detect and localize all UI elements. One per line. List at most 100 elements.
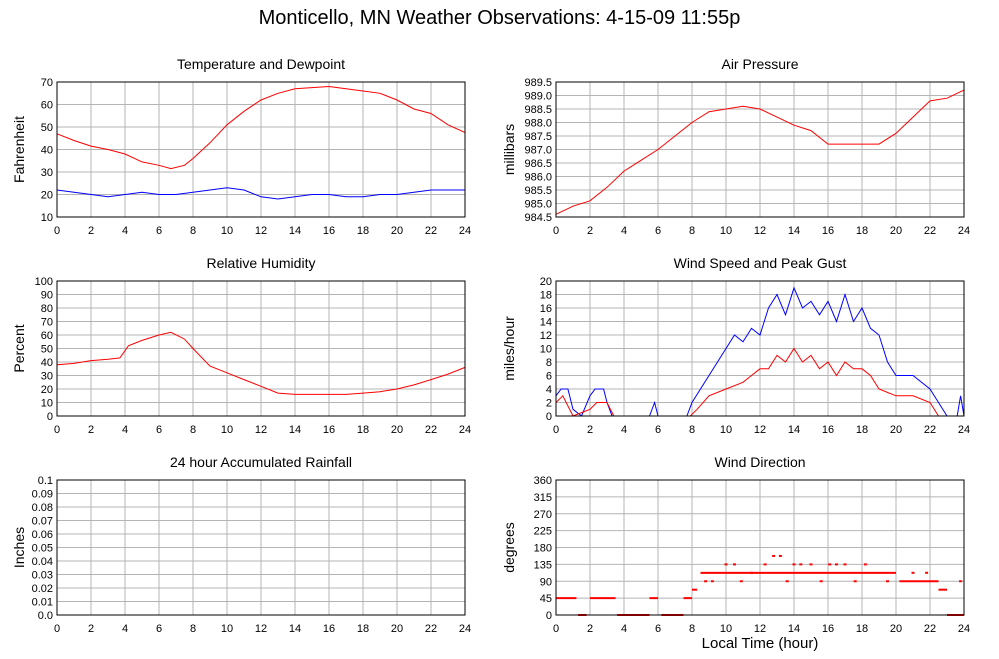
- direction-y-tick-label: 0: [546, 610, 552, 622]
- wind-y-tick-label: 8: [546, 357, 552, 369]
- humidity-x-tick-label: 22: [425, 424, 437, 436]
- pressure-x-tick-label: 4: [621, 225, 627, 237]
- humidity-x-tick-label: 20: [391, 424, 403, 436]
- temp-x-tick-label: 20: [391, 225, 403, 237]
- direction-x-tick-label: 2: [587, 623, 593, 635]
- wind-y-tick-label: 16: [540, 303, 552, 315]
- temp-x-tick-label: 14: [289, 225, 301, 237]
- humidity-y-tick-label: 90: [41, 290, 53, 302]
- temp-x-tick-label: 2: [88, 225, 94, 237]
- page-title: Monticello, MN Weather Observations: 4-1…: [258, 7, 741, 29]
- wind-x-tick-label: 2: [587, 424, 593, 436]
- direction-point: [778, 554, 782, 557]
- pressure-x-tick-label: 18: [856, 225, 868, 237]
- rain-y-tick-label: 0.03: [32, 570, 53, 582]
- humidity-y-tick-label: 40: [41, 357, 53, 369]
- wind-x-tick-label: 16: [822, 424, 834, 436]
- wind-frame: [555, 280, 965, 417]
- humidity-series-0-line: [56, 331, 466, 395]
- direction-x-tick-label: 0: [553, 623, 559, 635]
- wind-x-tick-label: 24: [958, 424, 970, 436]
- pressure-y-tick-label: 986.5: [524, 158, 552, 170]
- rain-y-tick-label: 0.08: [32, 502, 53, 514]
- direction-point: [819, 580, 823, 583]
- direction-point: [763, 563, 767, 566]
- pressure-x-tick-label: 12: [754, 225, 766, 237]
- pressure-y-tick-label: 988.5: [524, 104, 552, 116]
- pressure-y-axis-label: millibars: [501, 124, 517, 175]
- direction-y-tick-label: 90: [540, 576, 552, 588]
- direction-x-tick-label: 6: [655, 623, 661, 635]
- pressure-x-tick-label: 22: [924, 225, 936, 237]
- humidity-x-tick-label: 12: [255, 424, 267, 436]
- temp-y-axis-label: Fahrenheit: [11, 116, 27, 183]
- wind-x-tick-label: 0: [553, 424, 559, 436]
- direction-y-tick-label: 135: [534, 559, 552, 571]
- pressure-y-tick-label: 988.0: [524, 118, 552, 130]
- pressure-y-tick-label: 986.0: [524, 172, 552, 184]
- direction-title: Wind Direction: [714, 454, 805, 470]
- humidity-y-tick-label: 20: [41, 384, 53, 396]
- rain-y-tick-label: 0.05: [32, 543, 53, 555]
- pressure-series-0-line: [555, 89, 965, 215]
- humidity-x-tick-label: 4: [122, 424, 128, 436]
- pressure-x-tick-label: 20: [890, 225, 902, 237]
- wind-y-tick-label: 12: [540, 330, 552, 342]
- rain-y-axis-label: Inches: [11, 527, 27, 568]
- direction-point: [704, 580, 708, 583]
- humidity-x-tick-label: 8: [190, 424, 196, 436]
- direction-point: [886, 580, 889, 583]
- direction-point: [750, 571, 753, 574]
- temp-title: Temperature and Dewpoint: [177, 56, 345, 72]
- pressure-y-tick-label: 989.5: [524, 77, 552, 89]
- direction-point: [828, 563, 832, 566]
- pressure-y-tick-label: 984.5: [524, 212, 552, 224]
- wind-x-tick-label: 18: [856, 424, 868, 436]
- direction-point: [739, 580, 743, 583]
- direction-x-tick-label: 4: [621, 623, 627, 635]
- humidity-y-tick-label: 100: [35, 276, 53, 288]
- temp-y-tick-label: 10: [41, 212, 53, 224]
- pressure-x-tick-label: 8: [689, 225, 695, 237]
- temp-y-tick-label: 20: [41, 190, 53, 202]
- wind-x-tick-label: 8: [689, 424, 695, 436]
- temp-x-tick-label: 18: [357, 225, 369, 237]
- pressure-y-tick-label: 985.5: [524, 185, 552, 197]
- pressure-y-tick-label: 987.0: [524, 145, 552, 157]
- rain-x-tick-label: 6: [156, 623, 162, 635]
- direction-y-tick-label: 315: [534, 492, 552, 504]
- humidity-x-tick-label: 16: [323, 424, 335, 436]
- direction-point: [785, 580, 789, 583]
- wind-y-tick-label: 0: [546, 411, 552, 423]
- rain-x-tick-label: 24: [459, 623, 471, 635]
- humidity-x-tick-label: 18: [357, 424, 369, 436]
- pressure-y-tick-label: 987.5: [524, 131, 552, 143]
- wind-title: Wind Speed and Peak Gust: [674, 255, 847, 271]
- direction-point: [724, 563, 728, 566]
- wind-x-tick-label: 14: [788, 424, 800, 436]
- direction-y-tick-label: 180: [534, 543, 552, 555]
- temp-x-tick-label: 12: [255, 225, 267, 237]
- direction-point: [733, 563, 736, 566]
- rain-frame: [56, 479, 466, 616]
- rain-x-tick-label: 20: [391, 623, 403, 635]
- rain-x-tick-label: 14: [289, 623, 301, 635]
- wind-x-tick-label: 4: [621, 424, 627, 436]
- temp-y-tick-label: 30: [41, 167, 53, 179]
- rain-y-tick-label: 0.04: [32, 556, 53, 568]
- rain-x-tick-label: 8: [190, 623, 196, 635]
- wind-y-tick-label: 2: [546, 398, 552, 410]
- pressure-x-tick-label: 6: [655, 225, 661, 237]
- rain-x-tick-label: 4: [122, 623, 128, 635]
- humidity-x-tick-label: 14: [289, 424, 301, 436]
- pressure-y-tick-label: 985.0: [524, 199, 552, 211]
- pressure-frame: [555, 81, 965, 218]
- temp-series-1-line: [56, 187, 465, 200]
- direction-point: [835, 563, 838, 566]
- direction-point: [853, 580, 857, 583]
- rain-y-tick-label: 0.02: [32, 583, 53, 595]
- wind-y-tick-label: 4: [546, 384, 552, 396]
- wind-series-1-line: [555, 347, 964, 417]
- direction-x-tick-label: 12: [754, 623, 766, 635]
- temp-x-tick-label: 0: [54, 225, 60, 237]
